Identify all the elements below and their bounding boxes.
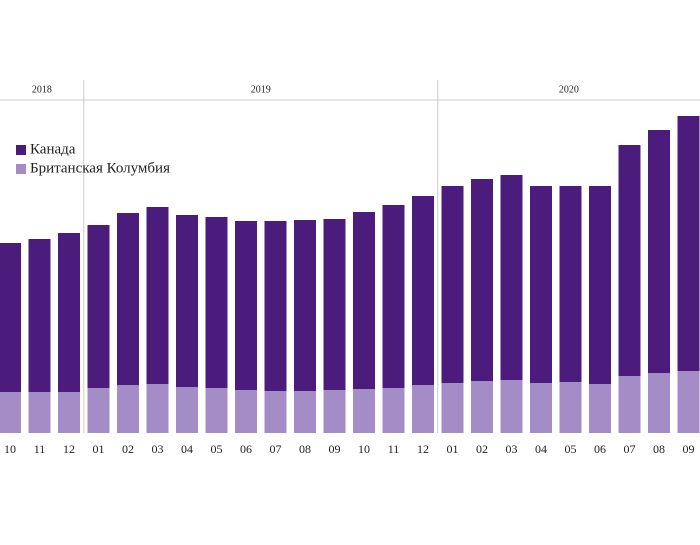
x-tick-label: 06 <box>594 442 606 456</box>
bar <box>146 207 169 433</box>
bar <box>589 186 611 433</box>
bar <box>382 205 405 433</box>
x-tick-label: 09 <box>683 442 695 456</box>
bar <box>264 221 287 433</box>
bar <box>530 186 552 433</box>
x-tick-label: 06 <box>240 442 252 456</box>
bar <box>618 376 641 433</box>
year-label: 2018 <box>32 84 52 95</box>
x-tick-label: 07 <box>624 442 636 456</box>
bar <box>589 384 611 433</box>
x-tick-label: 10 <box>358 442 370 456</box>
x-tick-label: 08 <box>299 442 311 456</box>
bar <box>677 116 700 433</box>
x-tick-label: 02 <box>476 442 488 456</box>
x-tick-label: 12 <box>63 442 75 456</box>
x-tick-label: 10 <box>4 442 16 456</box>
x-tick-label: 01 <box>93 442 105 456</box>
bar <box>117 385 139 433</box>
x-tick-label: 11 <box>34 442 46 456</box>
bar <box>500 175 523 433</box>
x-tick-label: 11 <box>388 442 400 456</box>
x-tick-label: 05 <box>565 442 577 456</box>
bar <box>205 388 228 433</box>
x-tick-label: 01 <box>447 442 459 456</box>
x-tick-label: 08 <box>653 442 665 456</box>
bar <box>353 389 375 433</box>
bar <box>235 221 257 433</box>
bar <box>323 390 346 433</box>
bar <box>28 392 51 433</box>
bar <box>559 186 582 433</box>
bar <box>618 145 641 433</box>
legend-label: Канада <box>30 141 76 157</box>
year-label: 2020 <box>559 84 579 95</box>
x-tick-label: 12 <box>417 442 429 456</box>
bar <box>0 392 21 433</box>
bar <box>677 371 700 433</box>
x-tick-label: 04 <box>535 442 547 456</box>
bar <box>412 385 434 433</box>
bar <box>471 381 493 433</box>
x-tick-label: 07 <box>270 442 282 456</box>
legend-label: Британская Колумбия <box>30 160 170 176</box>
bar <box>471 179 493 433</box>
x-tick-label: 09 <box>329 442 341 456</box>
bar <box>146 384 169 433</box>
bar <box>117 213 139 433</box>
x-tick-label: 05 <box>211 442 223 456</box>
x-tick-label: 03 <box>152 442 164 456</box>
bar <box>500 380 523 433</box>
bar <box>28 239 51 433</box>
x-tick-label: 03 <box>506 442 518 456</box>
legend-swatch <box>16 145 26 155</box>
bar <box>382 388 405 433</box>
x-tick-label: 02 <box>122 442 134 456</box>
legend-swatch <box>16 164 26 174</box>
bar <box>530 383 552 433</box>
bar <box>58 392 80 433</box>
bar <box>58 233 80 433</box>
bar <box>294 220 316 433</box>
bar <box>441 383 464 433</box>
bar <box>176 215 198 433</box>
bar <box>353 212 375 433</box>
bar <box>648 130 670 433</box>
bar <box>412 196 434 433</box>
bar <box>648 373 670 433</box>
bar <box>294 391 316 433</box>
bar <box>323 219 346 433</box>
bar <box>87 225 110 433</box>
bar <box>0 243 21 433</box>
bar <box>559 382 582 433</box>
x-tick-label: 04 <box>181 442 193 456</box>
bar <box>205 217 228 433</box>
bar <box>87 388 110 433</box>
year-label: 2019 <box>251 84 271 95</box>
bar <box>235 390 257 433</box>
bar <box>264 391 287 433</box>
bar <box>176 387 198 433</box>
bar <box>441 186 464 433</box>
